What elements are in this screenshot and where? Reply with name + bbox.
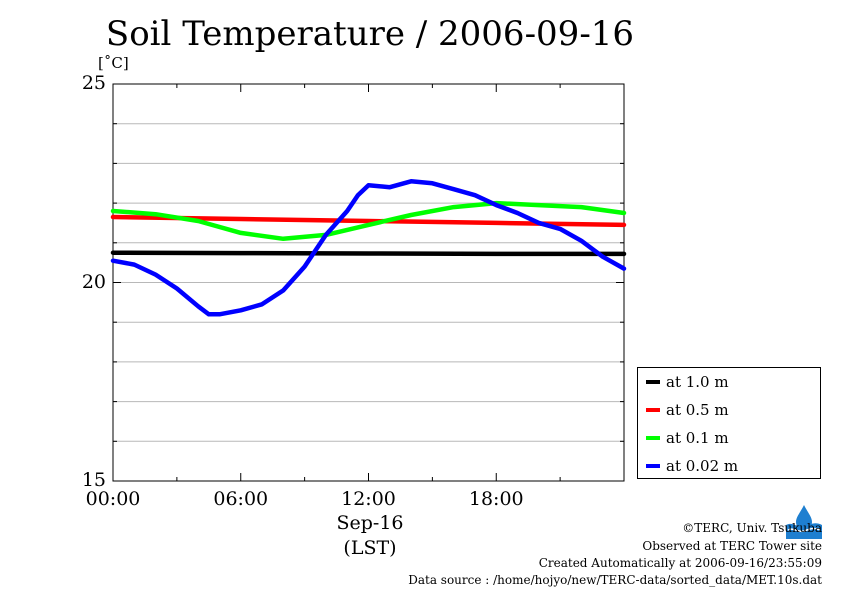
legend-item-0-02m: at 0.02 m [646, 456, 738, 476]
footer-created: Created Automatically at 2006-09-16/23:5… [538, 556, 822, 570]
x-tick-label: 12:00 [341, 488, 396, 510]
legend: at 1.0 m at 0.5 m at 0.1 m at 0.02 m [637, 367, 821, 479]
footer-copyright: ©TERC, Univ. Tsukuba [682, 521, 822, 535]
x-tick-label: 00:00 [85, 488, 141, 510]
x-axis-date-label: Sep-16 [336, 512, 404, 534]
series-line-2 [110, 200, 627, 242]
legend-label-0-02m: at 0.02 m [666, 457, 739, 475]
x-axis-timezone-label: (LST) [343, 537, 397, 559]
legend-label-0-5m: at 0.5 m [666, 401, 729, 419]
footer-observed: Observed at TERC Tower site [642, 539, 822, 553]
y-tick-label: 20 [81, 270, 106, 293]
x-tick-label: 18:00 [468, 488, 524, 510]
legend-item-0-1m: at 0.1 m [646, 428, 729, 448]
series-layer [110, 179, 627, 317]
grid-lines [113, 123, 624, 442]
footer-source: Data source : /home/hojyo/new/TERC-data/… [408, 573, 822, 587]
legend-label-0-1m: at 0.1 m [666, 429, 729, 447]
legend-swatch-0-1m [646, 436, 660, 440]
y-tick-label: 25 [81, 72, 106, 94]
y-axis-unit-label: [˚C] [98, 54, 129, 72]
axis-ticks [112, 83, 625, 482]
legend-swatch-0-02m [646, 464, 660, 468]
chart-title: Soil Temperature / 2006-09-16 [105, 14, 635, 54]
legend-swatch-0-5m [646, 408, 660, 412]
series-line-3 [110, 179, 627, 317]
legend-item-1m: at 1.0 m [646, 372, 729, 392]
legend-swatch-1m [646, 380, 660, 384]
y-tick-label: 15 [81, 469, 106, 491]
legend-label-1m: at 1.0 m [666, 373, 729, 391]
series-line-0 [110, 250, 627, 257]
legend-item-0-5m: at 0.5 m [646, 400, 729, 420]
terc-logo-icon [784, 503, 824, 539]
x-tick-label: 06:00 [213, 488, 269, 510]
